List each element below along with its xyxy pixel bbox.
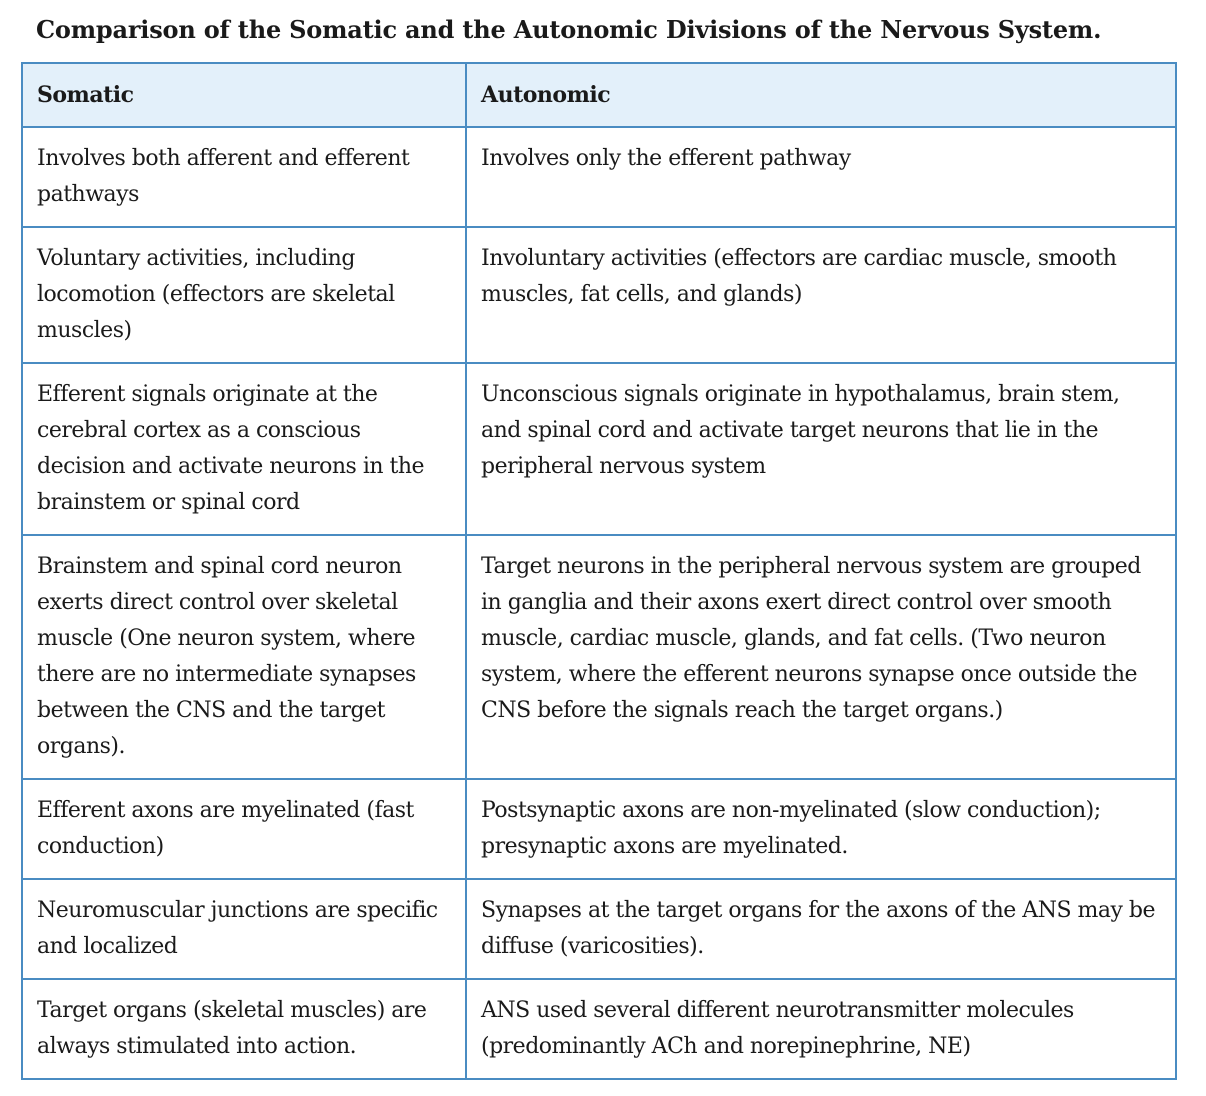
- table-row: Neuromuscular junctions are specific and…: [21, 878, 1177, 980]
- somatic-cell: Voluntary activities, including locomoti…: [21, 226, 467, 364]
- somatic-cell: Efferent axons are myelinated (fast cond…: [21, 778, 467, 880]
- table-row: Target organs (skeletal muscles) are alw…: [21, 978, 1177, 1080]
- table-row: Efferent axons are myelinated (fast cond…: [21, 778, 1177, 880]
- header-row: Somatic Autonomic: [21, 62, 1177, 128]
- somatic-cell: Brainstem and spinal cord neuron exerts …: [21, 534, 467, 780]
- table-row: Brainstem and spinal cord neuron exerts …: [21, 534, 1177, 780]
- somatic-cell: Involves both afferent and efferent path…: [21, 126, 467, 228]
- autonomic-cell: Involves only the efferent pathway: [465, 126, 1177, 228]
- somatic-cell: Efferent signals originate at the cerebr…: [21, 362, 467, 536]
- autonomic-cell: ANS used several different neurotransmit…: [465, 978, 1177, 1080]
- autonomic-cell: Target neurons in the peripheral nervous…: [465, 534, 1177, 780]
- somatic-cell: Neuromuscular junctions are specific and…: [21, 878, 467, 980]
- header-autonomic: Autonomic: [465, 62, 1177, 128]
- table-row: Efferent signals originate at the cerebr…: [21, 362, 1177, 536]
- table-row: Voluntary activities, including locomoti…: [21, 226, 1177, 364]
- somatic-cell: Target organs (skeletal muscles) are alw…: [21, 978, 467, 1080]
- table-caption: Comparison of the Somatic and the Autono…: [36, 15, 1102, 44]
- table-row: Involves both afferent and efferent path…: [21, 126, 1177, 228]
- autonomic-cell: Unconscious signals originate in hypotha…: [465, 362, 1177, 536]
- autonomic-cell: Synapses at the target organs for the ax…: [465, 878, 1177, 980]
- autonomic-cell: Involuntary activities (effectors are ca…: [465, 226, 1177, 364]
- autonomic-cell: Postsynaptic axons are non-myelinated (s…: [465, 778, 1177, 880]
- header-somatic: Somatic: [21, 62, 467, 128]
- comparison-table: Somatic Autonomic Involves both afferent…: [21, 62, 1177, 1080]
